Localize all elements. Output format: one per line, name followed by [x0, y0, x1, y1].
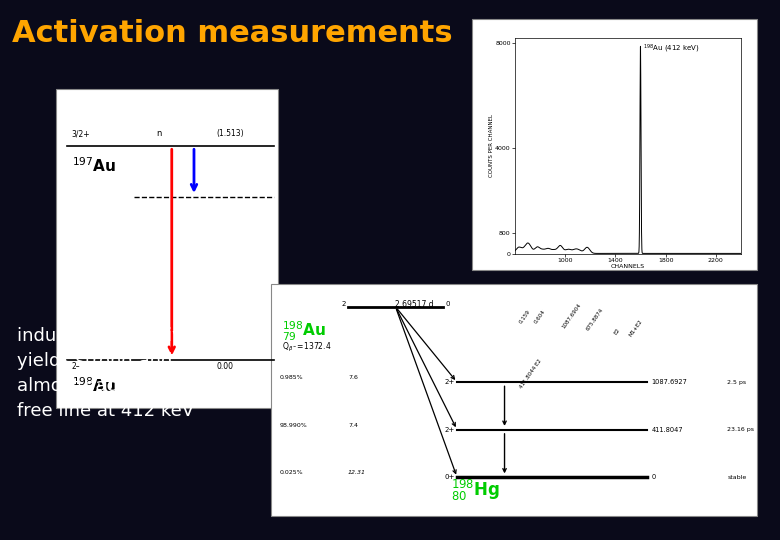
- Text: 2.69517 d: 2.69517 d: [395, 300, 434, 309]
- Text: Q$_{\beta^-}$=1372.4: Q$_{\beta^-}$=1372.4: [282, 341, 332, 354]
- Bar: [56, 89, 278, 408]
- Text: stable: stable: [728, 475, 746, 480]
- Text: 0.025%: 0.025%: [279, 470, 303, 475]
- Text: 1087.6927: 1087.6927: [651, 379, 687, 386]
- Text: $^{198}$Au (412 keV): $^{198}$Au (412 keV): [643, 43, 700, 55]
- Text: $^{198}_{79}$Au: $^{198}_{79}$Au: [282, 320, 326, 343]
- Text: Activation measurements: Activation measurements: [12, 19, 452, 48]
- Text: 98.990%: 98.990%: [279, 423, 307, 428]
- Text: induced gold activity
yields strong and
almost background-
free line at 412 keV: induced gold activity yields strong and …: [17, 327, 206, 420]
- Text: n: n: [156, 130, 161, 138]
- Text: E2: E2: [614, 327, 622, 336]
- Y-axis label: COUNTS PER CHANNEL: COUNTS PER CHANNEL: [488, 114, 494, 177]
- Text: 675.8874: 675.8874: [585, 307, 604, 332]
- Text: $^{197}$Au: $^{197}$Au: [72, 156, 116, 175]
- Text: 1087.6904: 1087.6904: [562, 302, 583, 329]
- Text: 0.985%: 0.985%: [279, 375, 303, 380]
- Text: 411.8047: 411.8047: [651, 427, 683, 433]
- Text: 23.16 ps: 23.16 ps: [728, 427, 754, 433]
- Text: 0: 0: [651, 474, 656, 481]
- Text: 0.159: 0.159: [519, 309, 532, 325]
- Text: $^{198}_{80}$Hg: $^{198}_{80}$Hg: [452, 478, 501, 503]
- Text: 2+: 2+: [445, 379, 455, 386]
- Text: (1.513): (1.513): [216, 130, 244, 138]
- Text: 7.4: 7.4: [348, 423, 358, 428]
- Text: $^{198}$Au: $^{198}$Au: [72, 376, 116, 395]
- Text: 3/2+: 3/2+: [72, 130, 90, 138]
- X-axis label: CHANNELS: CHANNELS: [611, 265, 645, 269]
- Text: 0.604: 0.604: [533, 309, 546, 325]
- Text: 7.6: 7.6: [348, 375, 358, 380]
- Text: 2+: 2+: [445, 427, 455, 433]
- Text: 12.31: 12.31: [348, 470, 366, 475]
- Text: 411.8044 E2: 411.8044 E2: [519, 359, 543, 390]
- Text: 0.00: 0.00: [216, 361, 233, 370]
- Text: 2: 2: [342, 301, 346, 307]
- Bar: [271, 284, 757, 516]
- Text: 0: 0: [445, 301, 450, 307]
- Text: 2.5 ps: 2.5 ps: [728, 380, 746, 385]
- Text: M1+E2: M1+E2: [628, 319, 644, 338]
- Text: 2–: 2–: [72, 361, 80, 370]
- Bar: [472, 19, 757, 270]
- Text: 0+: 0+: [445, 474, 455, 481]
